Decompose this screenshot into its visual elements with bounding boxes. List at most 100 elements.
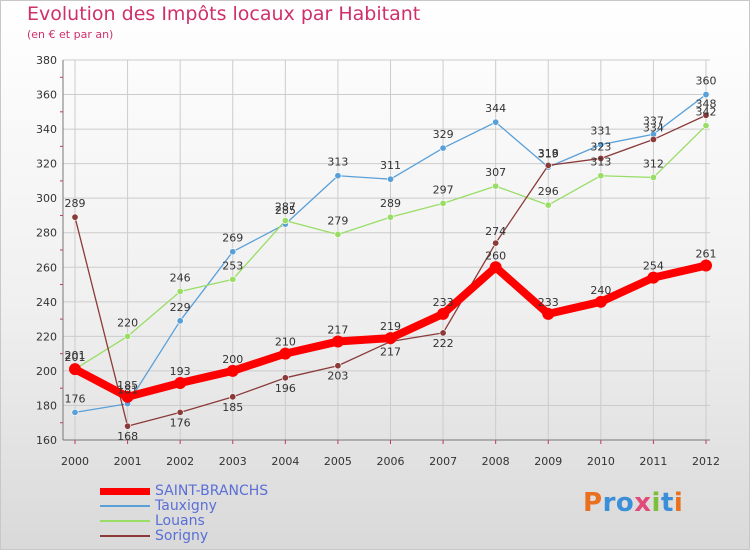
data-point <box>594 295 607 308</box>
y-tick-label: 380 <box>36 54 57 67</box>
y-tick-label: 320 <box>36 158 57 171</box>
data-label: 289 <box>65 197 86 210</box>
data-label: 176 <box>65 392 86 405</box>
x-tick-label: 2011 <box>639 455 667 468</box>
data-point <box>176 317 184 325</box>
data-label: 168 <box>117 430 138 443</box>
data-label: 253 <box>222 259 243 272</box>
data-point <box>174 377 187 389</box>
data-point <box>279 347 292 360</box>
data-label: 313 <box>327 156 348 169</box>
x-tick-label: 2001 <box>114 455 142 468</box>
data-label: 312 <box>643 157 664 170</box>
data-label: 233 <box>538 296 559 309</box>
data-label: 203 <box>327 370 348 383</box>
data-point <box>702 91 710 99</box>
data-label: 260 <box>485 249 506 262</box>
data-label: 307 <box>485 166 506 179</box>
y-tick-label: 260 <box>36 261 57 274</box>
data-point <box>176 408 184 416</box>
legend-swatch <box>100 535 150 537</box>
data-point <box>124 332 132 340</box>
data-point <box>597 141 605 149</box>
data-point <box>226 364 239 377</box>
data-point <box>544 201 552 209</box>
data-point <box>281 217 289 225</box>
logo-letter: r <box>602 488 616 518</box>
data-point <box>700 259 712 272</box>
data-point <box>597 172 605 180</box>
y-tick-label: 240 <box>36 296 57 309</box>
data-point <box>331 335 344 348</box>
data-label: 217 <box>380 346 401 359</box>
data-label: 319 <box>538 147 559 160</box>
legend-label: Sorigny <box>155 528 209 544</box>
logo-letter: i <box>673 488 684 518</box>
data-label: 201 <box>65 351 86 364</box>
data-label: 289 <box>380 197 401 210</box>
x-tick-label: 2003 <box>219 455 247 468</box>
data-point <box>492 239 500 247</box>
data-label: 360 <box>696 75 717 88</box>
data-point <box>229 275 237 283</box>
data-label: 311 <box>380 159 401 172</box>
data-label: 323 <box>590 140 611 153</box>
data-label: 217 <box>327 324 348 337</box>
logo-letter: t <box>660 488 674 518</box>
axis-layer: 160 180 200 220 240 260 280 300 320 340 360 380 2000… <box>36 54 720 468</box>
data-label: 220 <box>117 316 138 329</box>
y-tick-label: 340 <box>36 123 57 136</box>
x-tick-label: 2004 <box>271 455 299 468</box>
data-label: 261 <box>696 248 717 261</box>
data-label: 246 <box>170 271 191 284</box>
y-tick-label: 160 <box>36 434 57 447</box>
series-layer <box>69 91 712 430</box>
data-label: 196 <box>275 382 296 395</box>
data-label: 254 <box>643 260 664 273</box>
data-label: 219 <box>380 320 401 333</box>
data-point <box>597 154 605 162</box>
x-tick-label: 2008 <box>482 455 510 468</box>
data-label: 222 <box>433 337 454 350</box>
x-tick-label: 2010 <box>587 455 615 468</box>
logo-letter: i <box>651 488 661 518</box>
logo-letter: P <box>583 488 603 518</box>
data-label: 210 <box>275 336 296 349</box>
data-point <box>439 329 447 337</box>
legend-label: SAINT-BRANCHS <box>155 483 269 499</box>
chart-title: Evolution des Impôts locaux par Habitant <box>27 3 421 25</box>
data-label: 201 <box>65 349 86 362</box>
grid-layer <box>63 59 710 441</box>
data-label: 269 <box>222 232 243 245</box>
legend-swatch <box>100 487 150 495</box>
data-label: 296 <box>538 185 559 198</box>
data-point <box>229 393 237 401</box>
data-point <box>69 363 81 376</box>
x-tick-label: 2009 <box>534 455 562 468</box>
y-tick-label: 180 <box>36 399 57 412</box>
data-point <box>647 271 660 284</box>
data-point <box>71 408 79 416</box>
chart-subtitle: (en € et par an) <box>27 28 114 41</box>
data-point <box>439 199 447 207</box>
data-label: 287 <box>275 201 296 214</box>
x-tick-label: 2012 <box>692 455 720 468</box>
logo-letter: o <box>615 488 635 518</box>
data-point <box>489 261 502 274</box>
data-label: 274 <box>485 225 506 238</box>
data-label: 337 <box>643 114 664 127</box>
data-point <box>702 111 710 119</box>
series-saint-branchs <box>69 259 712 403</box>
data-label: 348 <box>696 97 717 110</box>
data-point <box>176 287 184 295</box>
data-point <box>281 374 289 382</box>
data-label: 279 <box>327 214 348 227</box>
data-point <box>229 248 237 256</box>
data-label: 229 <box>170 301 191 314</box>
data-label: 176 <box>170 416 191 429</box>
data-point <box>334 362 342 370</box>
x-tick-label: 2000 <box>61 455 89 468</box>
legend-swatch <box>100 505 150 507</box>
